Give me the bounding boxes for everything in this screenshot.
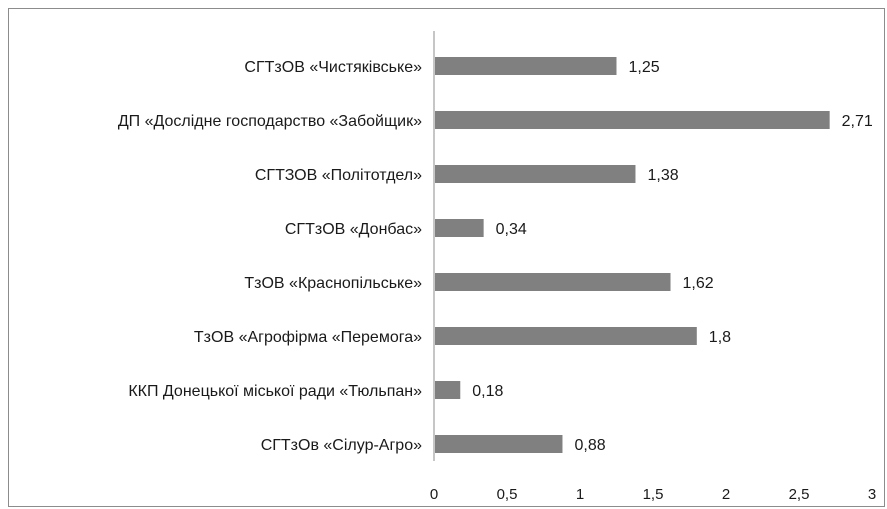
data-label: 1,38: [647, 167, 678, 184]
bar: [435, 327, 697, 345]
category-label: ТзОВ «Агрофірма «Перемога»: [194, 329, 422, 346]
data-label: 0,34: [496, 221, 527, 238]
x-tick-label: 1: [576, 486, 584, 503]
bar: [435, 219, 484, 237]
data-label: 1,8: [709, 329, 731, 346]
data-label: 1,62: [683, 275, 714, 292]
data-label: 2,71: [842, 113, 873, 130]
bar: [435, 381, 461, 399]
data-label: 0,18: [472, 383, 503, 400]
bar-chart: СГТзОВ «Чистяківське» 1,25 ДП «Дослідне го…: [118, 31, 876, 503]
x-tick-label: 2: [722, 486, 730, 503]
chart-frame: СГТзОВ «Чистяківське» 1,25 ДП «Дослідне го…: [8, 8, 885, 507]
category-label: СГТзОв «Сілур-Агро»: [261, 437, 422, 454]
category-label: СГТзОВ «Чистяківське»: [244, 59, 422, 76]
category-label: СГТзОВ «Донбас»: [285, 221, 422, 238]
x-tick-label: 0,5: [497, 486, 518, 503]
category-label: ККП Донецької міської ради «Тюльпан»: [128, 383, 422, 400]
x-tick-label: 1,5: [643, 486, 664, 503]
data-label: 1,25: [629, 59, 660, 76]
category-label: ДП «Дослідне господарство «Забойщик»: [118, 113, 422, 130]
bar: [435, 435, 563, 453]
category-label: СГТЗОВ «Політотдел»: [255, 167, 422, 184]
bar: [435, 273, 671, 291]
x-tick-label: 2,5: [789, 486, 810, 503]
x-tick-label: 3: [868, 486, 876, 503]
bar: [435, 57, 617, 75]
bar: [435, 165, 636, 183]
x-tick-label: 0: [430, 486, 438, 503]
category-label: ТзОВ «Краснопільське»: [244, 275, 422, 292]
bar: [435, 111, 830, 129]
data-label: 0,88: [574, 437, 605, 454]
